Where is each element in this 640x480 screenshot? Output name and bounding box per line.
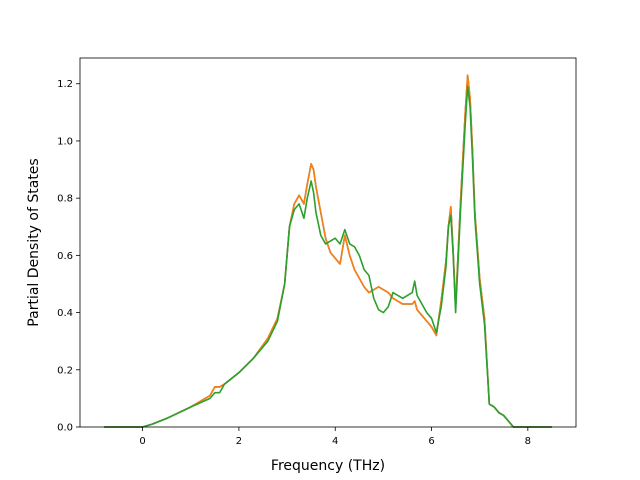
- y-tick-label: 0.4: [57, 308, 73, 319]
- y-tick-label: 0.6: [57, 251, 73, 262]
- x-tick-label: 0: [139, 436, 145, 447]
- y-tick-label: 0.2: [57, 365, 73, 376]
- y-axis-ticks: 0.0 0.2 0.4 0.6 0.8 1.0 1.2: [57, 79, 80, 434]
- x-axis-ticks: 0 2 4 6 8: [139, 427, 531, 447]
- y-axis-label: Partial Density of States: [26, 158, 42, 326]
- y-tick-label: 0.8: [57, 194, 73, 205]
- y-tick-label: 1.2: [57, 79, 73, 90]
- x-tick-label: 8: [525, 436, 531, 447]
- plot-frame: [79, 57, 577, 428]
- y-tick-label: 0.0: [57, 423, 73, 434]
- x-axis-label: Frequency (THz): [271, 458, 385, 474]
- x-tick-label: 4: [332, 436, 338, 447]
- series-layer: [104, 74, 552, 428]
- series-line-3: [104, 85, 552, 428]
- x-tick-label: 6: [428, 436, 434, 447]
- x-tick-label: 2: [236, 436, 242, 447]
- y-tick-label: 1.0: [57, 136, 73, 147]
